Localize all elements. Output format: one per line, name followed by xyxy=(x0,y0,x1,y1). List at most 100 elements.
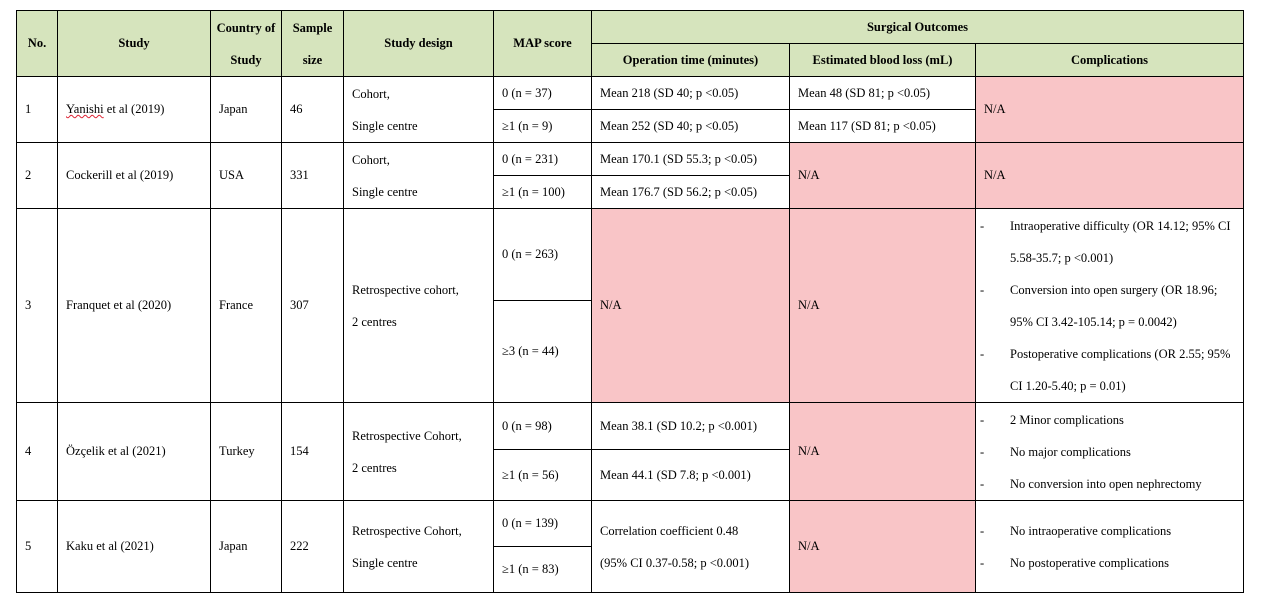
outcomes-table: No. Study Country of Study Sample size S… xyxy=(16,10,1245,593)
complication-text: Postoperative complications (OR 2.55; 95… xyxy=(1010,346,1231,393)
list-item: - Intraoperative difficulty (OR 14.12; 95… xyxy=(980,210,1235,274)
cell-op-time: Mean 176.7 (SD 56.2; p <0.05) xyxy=(591,175,790,209)
cell-op-time: Mean 252 (SD 40; p <0.05) xyxy=(591,109,790,143)
cell-study: Cockerill et al (2019) xyxy=(57,142,211,209)
cell-complications: N/A xyxy=(974,142,1245,209)
cell-op-time: Mean 218 (SD 40; p <0.05) xyxy=(591,76,790,110)
table-row: 3 Franquet et al (2020) France 307 Retro… xyxy=(16,208,1245,403)
design-line-2: 2 centres xyxy=(352,314,397,329)
table-row: 5 Kaku et al (2021) Japan 222 Retrospect… xyxy=(16,500,1245,593)
cell-blood-loss: Mean 48 (SD 81; p <0.05) xyxy=(789,76,976,110)
cell-map: ≥1 (n = 100) xyxy=(493,175,592,209)
header-op-time: Operation time (minutes) xyxy=(591,43,790,77)
cell-country: USA xyxy=(210,142,282,209)
cell-sample: 307 xyxy=(281,208,344,403)
header-no: No. xyxy=(16,10,58,77)
cell-design: Retrospective cohort, 2 centres xyxy=(343,208,494,403)
bullet-dash: - xyxy=(980,282,985,297)
bullet-dash: - xyxy=(980,346,985,361)
cell-blood-loss: N/A xyxy=(789,142,976,209)
cell-no: 5 xyxy=(16,500,58,593)
cell-country: Japan xyxy=(210,500,282,593)
list-item: - No conversion into open nephrectomy xyxy=(980,468,1235,500)
design-line-2: Single centre xyxy=(352,118,418,133)
design-line-2: Single centre xyxy=(352,555,418,570)
design-line-1: Retrospective cohort, xyxy=(352,282,459,297)
cell-map: ≥3 (n = 44) xyxy=(493,300,592,403)
cell-map: 0 (n = 98) xyxy=(493,402,592,450)
cell-sample: 331 xyxy=(281,142,344,209)
design-line-1: Retrospective Cohort, xyxy=(352,523,462,538)
bullet-dash: - xyxy=(980,555,985,570)
header-sample: Sample size xyxy=(281,10,344,77)
cell-design: Cohort, Single centre xyxy=(343,76,494,143)
op-line-1: Correlation coefficient 0.48 xyxy=(600,523,739,538)
header-blood-loss: Estimated blood loss (mL) xyxy=(789,43,976,77)
cell-complications: - 2 Minor complications - No major complic… xyxy=(974,402,1245,501)
cell-op-time: Mean 38.1 (SD 10.2; p <0.001) xyxy=(591,402,790,450)
table-row: 4 Özçelik et al (2021) Turkey 154 Retros… xyxy=(16,402,1245,501)
bullet-dash: - xyxy=(980,218,985,233)
header-study: Study xyxy=(57,10,211,77)
header-complications: Complications xyxy=(974,43,1245,77)
cell-blood-loss: N/A xyxy=(789,208,976,403)
complication-text: No intraoperative complications xyxy=(1010,523,1172,538)
table-row: 2 Cockerill et al (2019) USA 331 Cohort,… xyxy=(16,142,1245,209)
header-map: MAP score xyxy=(493,10,592,77)
table-row: ≥1 (n = 100) Mean 176.7 (SD 56.2; p <0.0… xyxy=(17,175,1244,209)
table-row: ≥1 (n = 56) Mean 44.1 (SD 7.8; p <0.001) xyxy=(17,449,1244,501)
bullet-dash: - xyxy=(980,523,985,538)
cell-map: ≥1 (n = 9) xyxy=(493,109,592,143)
cell-op-time: Correlation coefficient 0.48 (95% CI 0.37… xyxy=(591,500,790,593)
cell-op-time: N/A xyxy=(591,208,790,403)
cell-map: 0 (n = 37) xyxy=(493,76,592,110)
cell-no: 1 xyxy=(16,76,58,143)
complication-text: Conversion into open surgery (OR 18.96; … xyxy=(1010,282,1218,329)
design-line-1: Cohort, xyxy=(352,152,390,167)
table-row: ≥1 (n = 83) xyxy=(17,546,1244,593)
cell-study: Kaku et al (2021) xyxy=(57,500,211,593)
cell-complications: - Intraoperative difficulty (OR 14.12; 95… xyxy=(974,208,1245,403)
list-item: - No major complications xyxy=(980,436,1235,468)
design-line-1: Retrospective Cohort, xyxy=(352,428,462,443)
complication-text: No postoperative complications xyxy=(1010,555,1169,570)
cell-no: 4 xyxy=(16,402,58,501)
list-item: - No postoperative complications xyxy=(980,547,1235,579)
header-surgical-outcomes: Surgical Outcomes xyxy=(590,10,1245,44)
complication-text: Intraoperative difficulty (OR 14.12; 95%… xyxy=(1010,218,1231,265)
cell-blood-loss: Mean 117 (SD 81; p <0.05) xyxy=(789,109,976,143)
cell-no: 2 xyxy=(16,142,58,209)
study-year: et al (2019) xyxy=(103,102,165,116)
cell-country: Japan xyxy=(210,76,282,143)
complication-text: No major complications xyxy=(1010,444,1131,459)
header-design: Study design xyxy=(343,10,494,77)
design-line-2: 2 centres xyxy=(352,460,397,475)
bullet-dash: - xyxy=(980,444,985,459)
cell-map: 0 (n = 231) xyxy=(493,142,592,176)
cell-country: Turkey xyxy=(210,402,282,501)
bullet-dash: - xyxy=(980,476,985,491)
cell-op-time: Mean 170.1 (SD 55.3; p <0.05) xyxy=(591,142,790,176)
cell-blood-loss: N/A xyxy=(789,402,976,501)
design-line-1: Cohort, xyxy=(352,86,390,101)
cell-complications: N/A xyxy=(974,76,1245,143)
complication-text: No conversion into open nephrectomy xyxy=(1010,476,1202,491)
cell-map: 0 (n = 263) xyxy=(493,208,592,301)
cell-blood-loss: N/A xyxy=(789,500,976,593)
cell-no: 3 xyxy=(16,208,58,403)
list-item: - 2 Minor complications xyxy=(980,404,1235,436)
cell-design: Retrospective Cohort, Single centre xyxy=(343,500,494,593)
cell-design: Cohort, Single centre xyxy=(343,142,494,209)
cell-sample: 46 xyxy=(281,76,344,143)
cell-study: Yanishi et al (2019) xyxy=(57,76,211,143)
list-item: - Postoperative complications (OR 2.55; 9… xyxy=(980,338,1235,402)
cell-map: ≥1 (n = 83) xyxy=(493,546,592,593)
cell-map: ≥1 (n = 56) xyxy=(493,449,592,501)
complication-text: 2 Minor complications xyxy=(1010,412,1124,427)
table-row: ≥3 (n = 44) xyxy=(17,300,1244,403)
list-item: - No intraoperative complications xyxy=(980,515,1235,547)
cell-study: Özçelik et al (2021) xyxy=(57,402,211,501)
bullet-dash: - xyxy=(980,412,985,427)
cell-study: Franquet et al (2020) xyxy=(57,208,211,403)
list-item: - Conversion into open surgery (OR 18.96;… xyxy=(980,274,1235,338)
